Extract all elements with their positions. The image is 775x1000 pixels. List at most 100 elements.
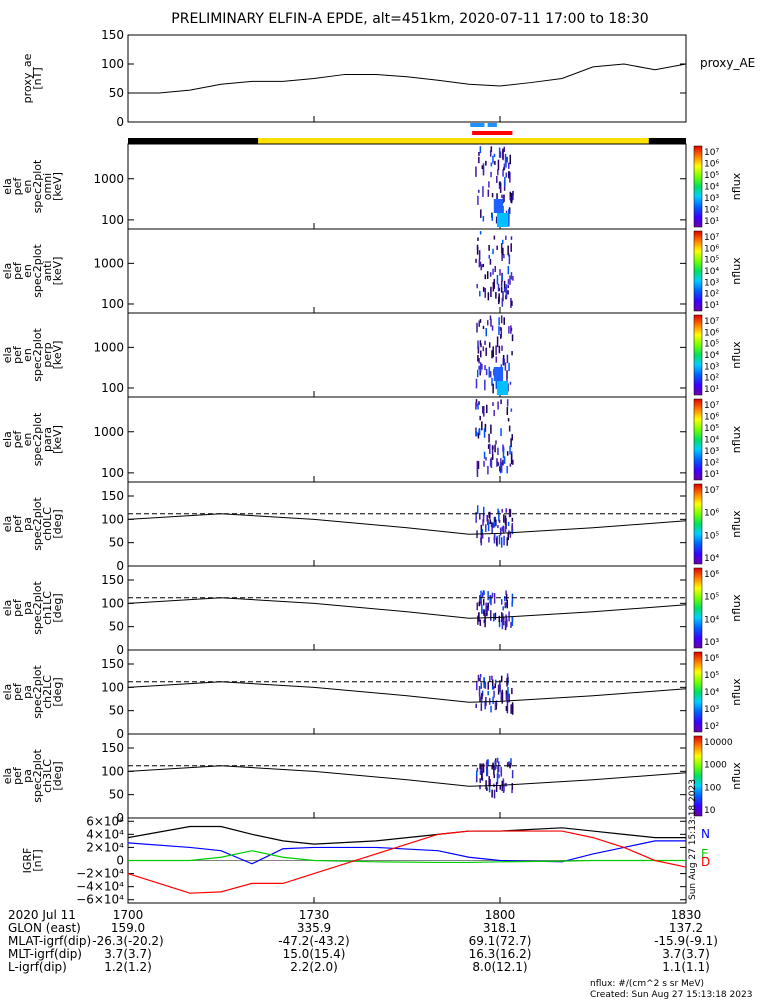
panel-ch0LC: 150100500elapefpaspec2plotch0LC[deg]10⁷1… [1,481,743,573]
colorbar-label: nflux [730,257,743,285]
ylabel: elapefenspec2plotomni[keV] [1,159,64,213]
data-pixel [483,405,485,417]
science-mark-b [487,123,497,127]
data-pixel [484,423,487,432]
colorbar-tick: 1000 [704,761,727,771]
data-pixel [482,163,485,172]
ylabel-line: en [21,433,34,447]
data-pixel [476,468,479,477]
data-pixel [480,537,482,544]
colorbar-tick: 10⁶ [704,509,719,519]
ylabel-line: pef [11,514,24,533]
ylabel-line: pef [11,430,24,449]
data-pixel [502,148,504,159]
ylabel-line: pa [21,685,34,699]
data-pixel [487,189,490,197]
ephem-value: -26.3(-20.2) [92,934,163,948]
data-pixel [484,274,487,280]
data-pixel [488,245,490,251]
data-pixel [488,181,490,188]
colorbar-tick: 10⁶ [704,413,719,423]
data-pixel [493,153,496,158]
data-pixel [490,318,492,327]
ylabel-line: [keV] [51,425,64,454]
data-pixel [476,505,479,515]
panel-frame [127,481,687,567]
data-pixel [488,776,490,787]
data-pixel [493,774,495,779]
ytick-label: 0 [116,727,124,741]
ylabel-line: en [21,348,34,362]
colorbar-tick: 10⁵ [704,424,719,434]
data-pixel [483,451,486,459]
data-pixel [498,519,501,523]
data-pixel [492,446,494,450]
data-pixel [510,758,512,766]
colorbar-tick: 10² [704,290,719,300]
data-pixel [477,195,479,205]
data-pixel [496,175,498,183]
ytick-label: 2×10⁴ [86,840,124,854]
ylabel-line: en [21,264,34,278]
ephem-value: 69.1(72.7) [469,934,532,948]
ytick-label: 100 [101,381,124,395]
data-pixel [495,702,498,710]
data-pixel [479,595,481,604]
data-pixel [505,156,507,168]
data-pixel [475,378,478,389]
data-pixel [491,213,493,221]
data-pixel [485,524,487,532]
data-pixel [479,350,482,358]
data-pixel [477,237,479,241]
ylabel: elapefenspec2plotperp[keV] [1,328,64,382]
data-pixel [494,683,497,688]
colorbar-tick: 10¹ [704,470,719,480]
data-pixels [475,146,514,227]
created-note: Created: Sun Aug 27 15:13:18 2023 [590,990,752,1000]
ytick-label: 150 [101,489,124,503]
ephem-value: 159.0 [111,921,145,935]
data-pixel [503,358,505,365]
data-pixel [478,189,480,193]
colorbar: 10⁶ 10⁵ 10⁴ 10³ 10² nflux [693,651,743,733]
data-pixel [497,169,499,176]
data-pixel [486,759,488,767]
data-pixel [478,156,480,164]
ylabel-line: perp [41,342,54,367]
data-pixel [498,510,500,522]
data-pixel [485,368,488,376]
data-pixel [484,379,486,391]
colorbar-tick: 10⁷ [704,486,719,496]
series-igrf-e [128,850,686,864]
colorbar-tick: 10¹ [704,385,719,395]
data-pixel [497,766,499,775]
data-pixel [495,345,497,355]
data-pixel [476,767,479,772]
ylabel-line: pef [11,766,24,785]
colorbar-gradient [693,735,703,817]
data-pixel [482,346,485,352]
colorbar-tick: 10⁶ [704,160,719,170]
data-pixel [493,690,495,698]
data-pixel [500,537,503,548]
data-pixel [479,146,482,154]
data-pixel [483,619,485,624]
data-pixel [500,599,503,605]
data-pixel [510,621,512,628]
data-pixel [487,602,489,608]
data-pixel [487,292,490,301]
data-pixel [491,789,493,798]
data-pixel [501,194,503,198]
data-pixel [483,428,486,438]
ylabel-line: ela [1,600,14,617]
data-pixel [491,686,494,690]
data-pixels [475,505,514,548]
data-pixel [511,789,513,794]
data-pixel [505,235,507,240]
ephem-label: MLAT-igrf(dip) [8,934,91,948]
ylabel-line: [deg] [51,593,64,622]
units-note: nflux: #/(cm^2 s sr MeV) [590,979,704,989]
data-pixel [493,536,496,541]
data-pixel [498,293,500,303]
